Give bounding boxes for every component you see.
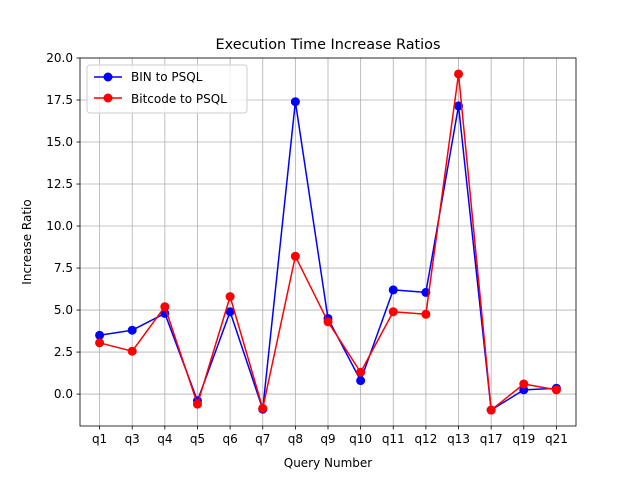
- y-tick-label: 15.0: [46, 135, 73, 149]
- x-tick-label: q1: [92, 432, 107, 446]
- legend-marker-bin: [103, 72, 113, 82]
- data-point: [323, 317, 333, 327]
- data-point: [258, 403, 268, 413]
- x-tick-label: q5: [190, 432, 205, 446]
- legend-label-bitcode: Bitcode to PSQL: [131, 92, 227, 106]
- data-point: [127, 325, 137, 335]
- legend: BIN to PSQL Bitcode to PSQL: [86, 64, 248, 114]
- y-axis-label: Increase Ratio: [20, 199, 34, 284]
- x-tick-label: q21: [545, 432, 568, 446]
- y-tick-label: 0.0: [54, 387, 73, 401]
- series-layer: [95, 69, 561, 415]
- x-tick-label: q3: [125, 432, 140, 446]
- data-point: [127, 346, 137, 356]
- data-point: [356, 376, 366, 386]
- y-tick-label: 10.0: [46, 219, 73, 233]
- x-tick-label: q7: [255, 432, 270, 446]
- legend-label-bin: BIN to PSQL: [131, 70, 203, 84]
- data-point: [192, 399, 202, 409]
- x-tick-label: q10: [349, 432, 372, 446]
- x-axis-ticks: q1 q3 q4 q5 q6 q7 q8 q9 q10 q11 q12 q13 q17 q19 q21: [92, 426, 568, 446]
- data-point: [95, 338, 105, 348]
- x-tick-label: q6: [222, 432, 237, 446]
- data-point: [519, 379, 529, 389]
- x-axis-label: Query Number: [284, 456, 373, 470]
- data-point: [421, 309, 431, 319]
- data-point: [388, 307, 398, 317]
- data-point: [388, 285, 398, 295]
- data-point: [160, 302, 170, 312]
- y-tick-label: 7.5: [54, 261, 73, 275]
- data-point: [290, 97, 300, 107]
- x-tick-label: q8: [288, 432, 303, 446]
- data-point: [95, 330, 105, 340]
- y-tick-label: 17.5: [46, 93, 73, 107]
- x-tick-label: q12: [414, 432, 437, 446]
- legend-marker-bitcode: [103, 93, 113, 103]
- data-point: [225, 307, 235, 317]
- y-axis-ticks: 0.0 2.5 5.0 7.5 10.0 12.5 15.0 17.5 20.0: [46, 51, 80, 401]
- data-point: [225, 292, 235, 302]
- chart-title: Execution Time Increase Ratios: [216, 37, 441, 53]
- data-point: [551, 385, 561, 395]
- y-tick-label: 12.5: [46, 177, 73, 191]
- x-tick-label: q19: [512, 432, 535, 446]
- x-tick-label: q17: [480, 432, 503, 446]
- data-point: [290, 251, 300, 261]
- grid: [80, 57, 576, 426]
- y-tick-label: 20.0: [46, 51, 73, 65]
- y-tick-label: 5.0: [54, 303, 73, 317]
- y-tick-label: 2.5: [54, 345, 73, 359]
- data-point: [356, 367, 366, 377]
- x-tick-label: q4: [157, 432, 172, 446]
- x-tick-label: q9: [320, 432, 335, 446]
- data-point: [454, 69, 464, 79]
- data-point: [486, 405, 496, 415]
- x-tick-label: q11: [382, 432, 405, 446]
- x-tick-label: q13: [447, 432, 470, 446]
- legend-box: [86, 64, 248, 114]
